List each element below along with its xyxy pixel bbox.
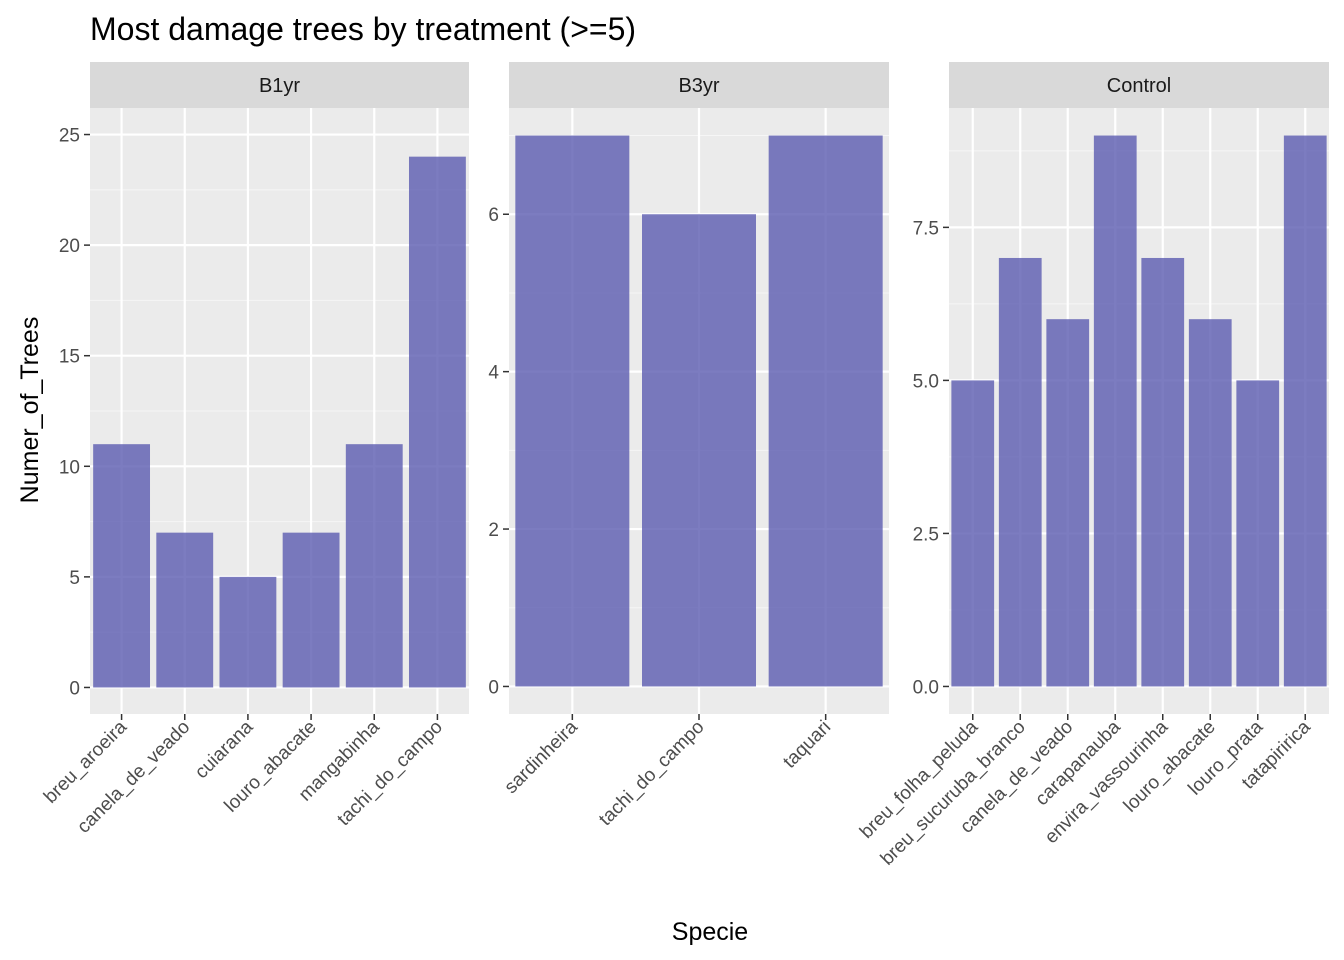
bar-breu_sucuruba_branco — [998, 257, 1042, 687]
bar-canela_de_veado — [1046, 319, 1090, 687]
bar-carapanauba — [1093, 135, 1137, 687]
bar-taquari — [768, 135, 883, 687]
y-tick-label: 0.0 — [913, 677, 939, 698]
bar-cuiarana — [219, 576, 277, 688]
bar-sardinheira — [515, 135, 630, 687]
bar-louro_prata — [1236, 380, 1280, 687]
bar-breu_folha_peluda — [951, 380, 995, 687]
x-axis-title: Specie — [672, 918, 748, 946]
x-tick-label-canela_de_veado: canela_de_veado — [73, 717, 194, 838]
bar-tachi_do_campo — [642, 214, 756, 687]
facet-strip — [90, 62, 469, 108]
facet-strip-label: B1yr — [259, 75, 300, 97]
y-tick-label: 7.5 — [913, 218, 939, 239]
x-tick-label-taquari: taquari — [779, 717, 835, 773]
x-tick-label-sardinheira: sardinheira — [501, 716, 583, 798]
facet-strip-label: Control — [1107, 75, 1171, 97]
y-tick-label: 5 — [69, 568, 80, 589]
y-tick-label: 10 — [59, 457, 80, 478]
bar-tatapiririca — [1283, 135, 1327, 687]
x-tick-label-tachi_do_campo: tachi_do_campo — [334, 717, 447, 830]
bar-louro_abacate — [1188, 319, 1232, 687]
facet-panels: B1yr0510152025breu_aroeiracanela_de_vead… — [40, 62, 1329, 870]
facet-b3yr: B3yr 0 2 4 6 sardinheira tachi_do_campo taquari — [488, 62, 889, 830]
y-tick-label: 0 — [69, 678, 80, 699]
bar-mangabinha — [345, 444, 403, 688]
facet-control: Control0.02.55.07.5breu_folha_peludabreu… — [856, 62, 1329, 870]
y-tick-label: 25 — [59, 126, 80, 147]
y-axis-title: Numer_of_Trees — [16, 317, 44, 504]
facet-strip — [949, 62, 1329, 108]
x-tick-label-tachi_do_campo: tachi_do_campo — [595, 717, 708, 830]
bar-tachi_do_campo — [408, 156, 466, 688]
y-tick-label: 0 — [488, 677, 499, 698]
facet-strip — [509, 62, 889, 108]
y-tick-label: 15 — [59, 347, 80, 368]
bar-canela_de_veado — [156, 532, 214, 688]
y-tick-label: 6 — [488, 205, 499, 226]
y-tick-label: 20 — [59, 236, 80, 257]
bar-louro_abacate — [282, 532, 340, 688]
x-tick-label-cuiarana: cuiarana — [191, 716, 258, 783]
bar-breu_aroeira — [93, 444, 151, 688]
facet-strip-label: B3yr — [678, 75, 719, 97]
y-tick-label: 2 — [488, 520, 499, 541]
y-tick-label: 2.5 — [913, 524, 939, 545]
facet-b1yr: B1yr0510152025breu_aroeiracanela_de_vead… — [40, 62, 469, 838]
y-tick-label: 5.0 — [913, 371, 939, 392]
bar-envira_vassourinha — [1141, 257, 1185, 687]
chart-title: Most damage trees by treatment (>=5) — [90, 11, 636, 47]
y-tick-label: 4 — [488, 363, 499, 384]
